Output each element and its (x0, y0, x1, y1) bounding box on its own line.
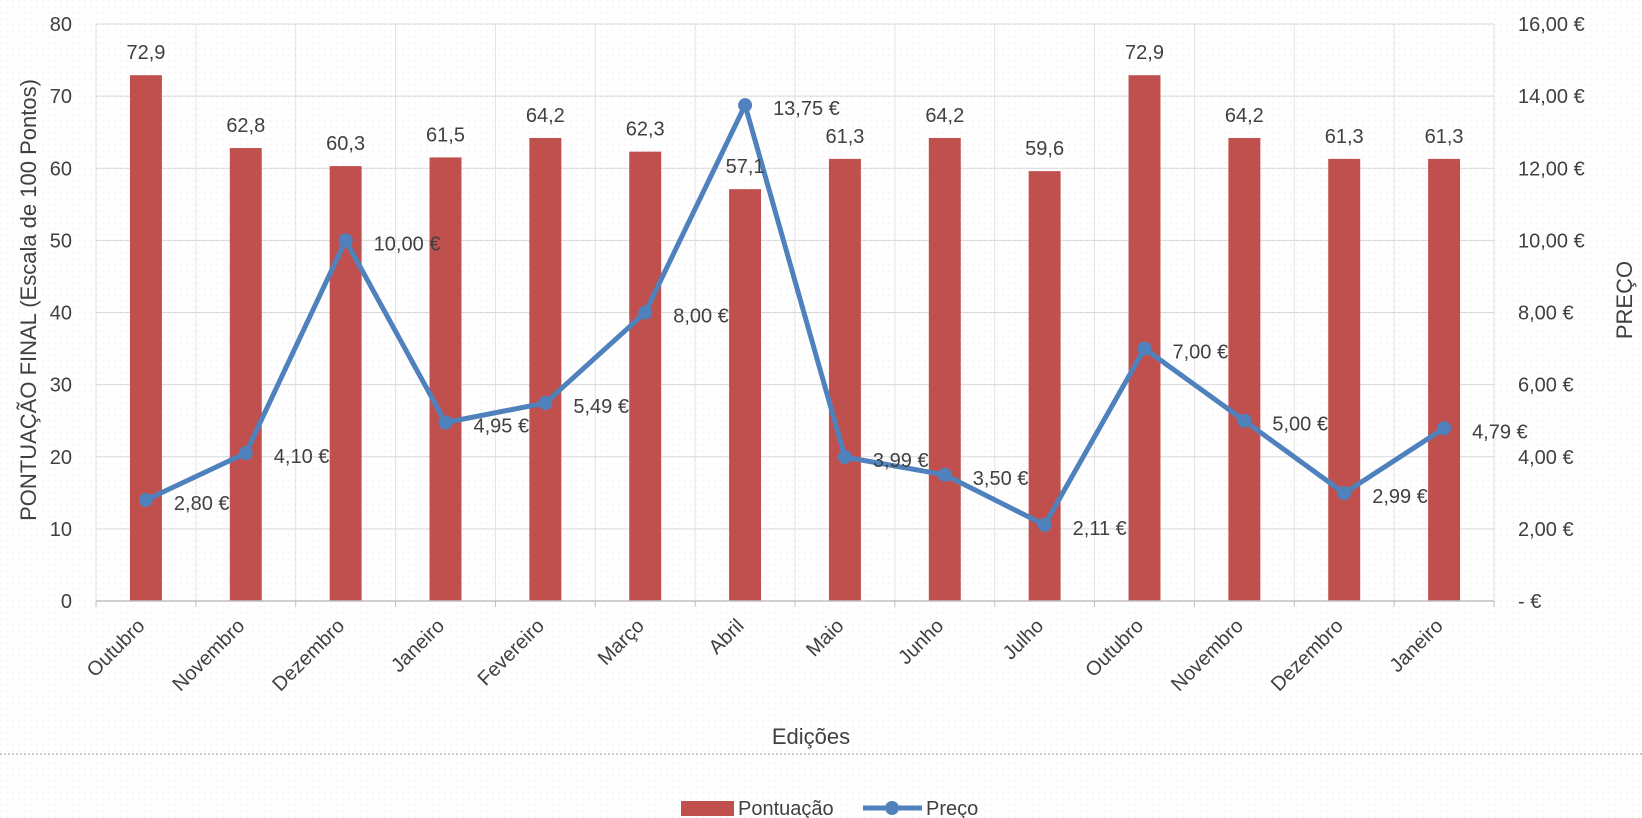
legend: Pontuação Preço (681, 798, 978, 818)
y2-tick-label: 6,00 € (1518, 375, 1574, 397)
y2-axis-title: PREÇO (1612, 261, 1637, 339)
line-point (1037, 517, 1052, 532)
y-tick-label: 30 (50, 375, 72, 397)
line-point (1337, 486, 1352, 501)
grid-lines (95, 23, 1495, 601)
y2-tick-label: 12,00 € (1518, 158, 1585, 180)
line-point (738, 98, 753, 113)
y2-tick-label: 4,00 € (1518, 447, 1574, 469)
line-value-label: 5,00 € (1272, 414, 1328, 436)
line-value-label: 4,79 € (1472, 421, 1528, 443)
bar-value-label: 64,2 (925, 105, 964, 127)
y-tick-label: 20 (50, 447, 72, 469)
line-value-label: 4,10 € (274, 446, 330, 468)
line-value-label: 4,95 € (474, 415, 530, 437)
line-point (438, 415, 453, 430)
bar-value-label: 72,9 (1125, 42, 1164, 64)
bar (1228, 137, 1261, 601)
line-point (1237, 413, 1252, 428)
x-axis-title: Edições (772, 724, 850, 749)
y-tick-label: 50 (50, 230, 72, 252)
y-tick-label: 60 (50, 158, 72, 180)
price-line (144, 102, 1446, 528)
bar-value-label: 61,5 (426, 124, 465, 146)
bar (729, 189, 762, 601)
bar (1328, 158, 1361, 601)
line-value-label: 2,11 € (1073, 518, 1127, 540)
bar (329, 166, 362, 601)
bar-value-label: 59,6 (1025, 138, 1064, 160)
line-value-label: 8,00 € (673, 306, 729, 328)
bar (529, 137, 562, 601)
bar (1128, 75, 1161, 602)
bar-value-label: 61,3 (1325, 126, 1364, 148)
line-value-label: 7,00 € (1173, 342, 1229, 364)
bar-value-label: 72,9 (126, 42, 165, 64)
line-value-label: 3,99 € (873, 450, 929, 472)
bar (1028, 171, 1061, 601)
bar-value-label: 64,2 (1225, 105, 1264, 127)
y-tick-label: 0 (61, 591, 72, 613)
line-point (338, 233, 353, 248)
legend-marker-preco (885, 801, 899, 815)
line-point (638, 305, 653, 320)
y-tick-label: 10 (50, 519, 72, 541)
y-tick-label: 80 (50, 14, 72, 36)
line-point (238, 446, 253, 461)
y2-tick-label: 10,00 € (1518, 230, 1585, 252)
line-value-label: 13,75 € (773, 98, 840, 120)
line-point (1437, 421, 1452, 436)
line-point (138, 493, 153, 508)
line-series (138, 98, 1452, 532)
y2-tick-label: 2,00 € (1518, 519, 1574, 541)
bar (928, 137, 961, 601)
legend-label-pontuacao: Pontuação (738, 798, 834, 818)
bar (629, 151, 662, 601)
bar-value-label: 60,3 (326, 133, 365, 155)
bar-value-label: 64,2 (526, 105, 565, 127)
line-value-label: 5,49 € (573, 396, 629, 418)
y2-tick-label: 16,00 € (1518, 14, 1585, 36)
line-point (1137, 341, 1152, 356)
line-value-label: 2,80 € (174, 493, 230, 515)
bar-value-label: 57,1 (726, 156, 765, 178)
bar-series (129, 75, 1461, 602)
legend-swatch-pontuacao (681, 801, 734, 816)
bar (429, 157, 462, 601)
y2-tick-label: 8,00 € (1518, 303, 1574, 325)
line-point (937, 467, 952, 482)
legend-label-preco: Preço (926, 798, 978, 818)
bar-value-label: 61,3 (825, 126, 864, 148)
y-tick-label: 40 (50, 303, 72, 325)
bar (129, 75, 162, 602)
bar (1428, 158, 1461, 601)
y2-tick-label: - € (1518, 591, 1541, 613)
line-value-label: 10,00 € (374, 233, 441, 255)
y2-tick-label: 14,00 € (1518, 86, 1585, 108)
bar-value-label: 62,3 (626, 119, 665, 141)
line-value-label: 2,99 € (1372, 486, 1428, 508)
bar-value-label: 61,3 (1425, 126, 1464, 148)
line-point (837, 450, 852, 465)
line-point (538, 396, 553, 411)
y-axis-title: PONTUAÇÃO FINAL (Escala de 100 Pontos) (16, 79, 41, 521)
bar (828, 158, 861, 601)
bar-value-label: 62,8 (226, 115, 265, 137)
line-value-label: 3,50 € (973, 468, 1029, 490)
data-labels: 72,9 62,8 60,3 61,5 64,2 62,3 57,1 61,3 64,2 59,6… (126, 42, 1527, 540)
y-tick-label: 70 (50, 86, 72, 108)
bar (229, 148, 262, 601)
